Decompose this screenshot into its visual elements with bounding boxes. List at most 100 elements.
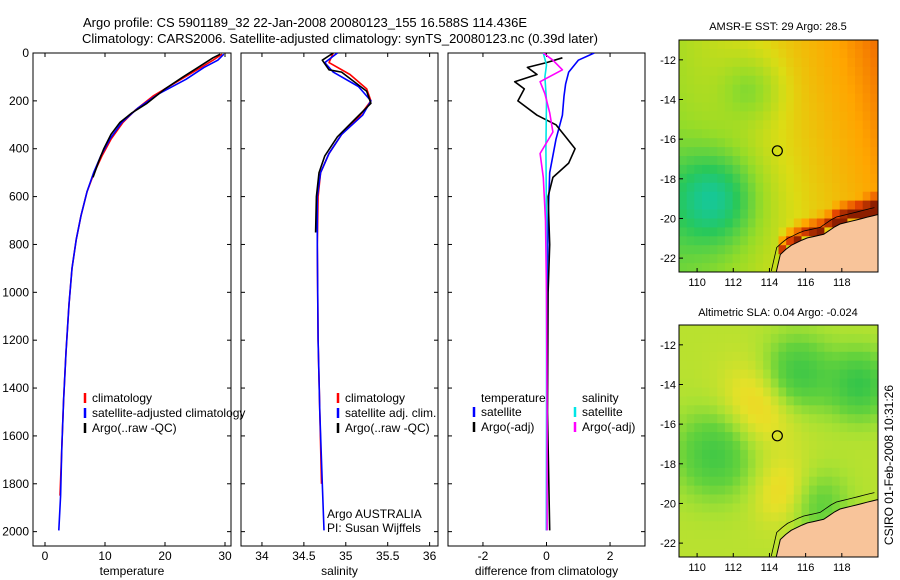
sst-map-cell [786, 209, 795, 219]
sla-map-cell [770, 325, 780, 335]
sst-map-cell [862, 164, 871, 175]
sla-map-cell [740, 396, 749, 406]
sla-map-cell [786, 369, 795, 380]
sla-map-cell [786, 342, 795, 353]
sst-map-cell [717, 138, 726, 148]
sst-map-cell [686, 93, 695, 103]
sst-map-cell [793, 182, 803, 193]
sla-map-cell [747, 503, 757, 513]
sla-map-cell [801, 414, 810, 424]
sst-map-cell [786, 129, 795, 139]
salinity-xtick-label: 34.5 [292, 549, 316, 563]
sst-map-cell [732, 129, 741, 139]
sla-map-cell [862, 467, 871, 478]
sla-map-cell [747, 441, 757, 451]
sla-map-cell [709, 342, 718, 353]
sla-map-cell [778, 351, 787, 362]
sla-map-cell [702, 467, 711, 478]
sla-map-cell [717, 325, 726, 335]
sla-map-cell [694, 351, 703, 362]
sst-map-shelf-contour [770, 207, 875, 272]
sla-map-cell [686, 333, 695, 344]
sst-map-cell [824, 120, 833, 130]
sst-map-cell [778, 209, 787, 219]
sst-map-cell [855, 102, 864, 112]
sla-map-cell [694, 530, 703, 540]
sst-map-cell [763, 191, 772, 202]
salinity-axes-frame [240, 52, 439, 547]
sst-map-ytick-label: -14 [660, 94, 676, 106]
sst-map-cell [786, 164, 795, 175]
sst-map-cell [732, 120, 741, 130]
sst-map-cell [839, 182, 848, 193]
sst-map-cell [747, 236, 757, 246]
sst-map-cell [694, 182, 703, 193]
sla-map-cell [839, 476, 848, 487]
sla-map-cell [778, 512, 787, 522]
sst-map-cell [740, 75, 749, 86]
sla-map-cell [763, 423, 772, 433]
sla-map-cell [824, 378, 833, 388]
sst-map-cell [747, 84, 757, 95]
sst-map-cell [702, 48, 711, 59]
sst-map-cell [702, 263, 711, 272]
sla-map-cell [763, 396, 772, 406]
sst-map-cell [855, 173, 864, 184]
sla-map-cell [793, 441, 803, 451]
sla-map-cell [679, 432, 688, 442]
temperature-xtick-label: 30 [218, 549, 232, 563]
sst-map-cell [740, 111, 749, 121]
sla-map-cell [793, 342, 803, 353]
sla-map-cell [816, 405, 826, 415]
sla-map-cell [702, 548, 711, 557]
sst-map-cell [747, 227, 757, 237]
sla-map-cell [778, 503, 787, 513]
sst-map-cell [740, 218, 749, 228]
sla-map-cell [770, 333, 780, 344]
sst-map-cell [816, 227, 826, 237]
sst-map-cell [839, 129, 848, 139]
difference-legend-item: Argo(-adj) [582, 420, 635, 434]
sla-map-cell [839, 351, 848, 362]
sla-map-cell [801, 494, 810, 504]
sla-map-cell [686, 405, 695, 415]
sla-map-cell [847, 494, 856, 504]
sla-map-cell [832, 449, 841, 460]
sla-map-cell [786, 351, 795, 362]
sla-map-cell [847, 476, 856, 487]
sla-map-cell [809, 494, 818, 504]
sla-map-cell [793, 414, 803, 424]
sla-map-cell [679, 521, 688, 531]
sst-map-cell [717, 48, 726, 59]
sla-map-cell [702, 396, 711, 406]
sst-map-cell [755, 263, 764, 272]
sst-map-cell [809, 40, 818, 50]
sst-map-cell [809, 138, 818, 148]
sst-map-cell [809, 111, 818, 121]
difference-series-3 [539, 53, 564, 531]
sst-map-cell [832, 93, 841, 103]
sst-map-cell [694, 209, 703, 219]
sla-map-cell [717, 476, 726, 487]
sla-map-xtick-label: 110 [688, 562, 706, 574]
sst-map-cell [832, 164, 841, 175]
sla-map-cell [686, 521, 695, 531]
sst-map-cell [755, 129, 764, 139]
sst-map-cell [809, 129, 818, 139]
sla-map-cell [755, 467, 764, 478]
sla-map-cell [763, 530, 772, 540]
sst-map-cell [747, 111, 757, 121]
sla-map-cell [832, 342, 841, 353]
sst-map-cell [824, 111, 833, 121]
sst-map-cell [747, 263, 757, 272]
sst-map-xtick-label: 112 [724, 277, 742, 289]
sla-map-cell [763, 494, 772, 504]
sla-map-cell [816, 485, 826, 496]
sst-map-cell [686, 236, 695, 246]
difference-series-group [513, 53, 595, 531]
sst-map-cell [717, 263, 726, 272]
sst-map-cell [855, 138, 864, 148]
sst-map-land [774, 213, 878, 272]
sst-map-cell [816, 209, 826, 219]
sst-map-cell [694, 227, 703, 237]
